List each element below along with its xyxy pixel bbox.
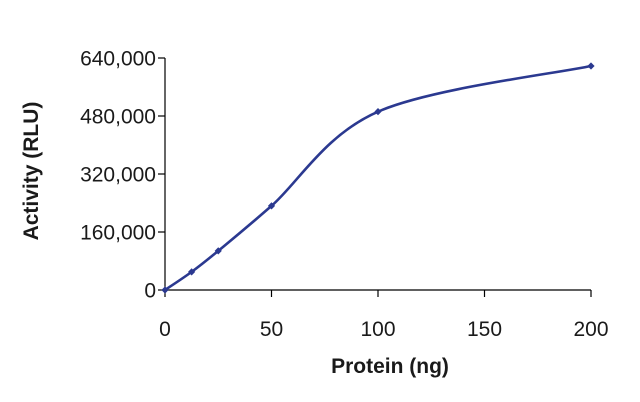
y-axis-title: Activity (RLU) — [20, 102, 43, 241]
x-axis-title: Protein (ng) — [331, 355, 449, 378]
data-point-marker — [188, 268, 196, 276]
x-tick-label: 100 — [360, 318, 395, 341]
series-line — [163, 64, 593, 292]
x-tick-label: 0 — [159, 318, 171, 341]
y-tick-group: 0 160,000 320,000 480,000 640,000 — [80, 48, 165, 303]
y-tick-label: 0 — [144, 280, 156, 303]
x-tick-label: 200 — [573, 318, 608, 341]
axes — [164, 58, 591, 291]
x-tick-label: 150 — [467, 318, 502, 341]
series-layer — [161, 62, 595, 294]
y-tick-label: 320,000 — [80, 164, 156, 187]
data-point-marker — [214, 247, 222, 255]
y-tick-label: 640,000 — [80, 48, 156, 71]
data-point-marker — [161, 286, 169, 294]
y-tick-label: 160,000 — [80, 222, 156, 245]
data-point-marker — [267, 202, 276, 210]
data-point-marker — [587, 62, 595, 70]
x-tick-label: 50 — [260, 318, 283, 341]
y-tick-label: 480,000 — [80, 106, 156, 129]
x-tick-group: 0 50 100 150 200 — [159, 290, 609, 341]
data-point-marker — [374, 108, 382, 116]
